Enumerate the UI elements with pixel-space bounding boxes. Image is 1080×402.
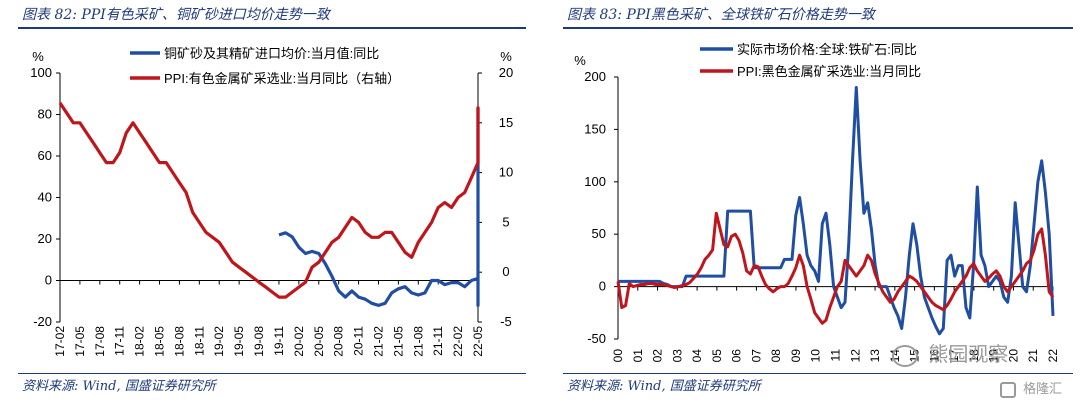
x-tick-label: 02 (651, 349, 665, 363)
x-tick-label: 17-08 (93, 326, 107, 357)
x-tick-label: 03 (670, 349, 684, 363)
y-tick-label-left: 40 (38, 190, 52, 205)
y-tick-label-left: 150 (584, 121, 606, 136)
series-line-iron-ore-price (618, 86, 1055, 336)
x-tick-label: 09 (789, 349, 803, 363)
x-tick-label: 17-02 (53, 326, 67, 357)
x-tick-label: 04 (690, 349, 704, 363)
y-tick-label-right: 10 (499, 165, 513, 180)
y-unit-right: % (500, 49, 512, 64)
x-tick-label: 05 (710, 349, 724, 363)
x-tick-label: 20-08 (332, 326, 346, 357)
x-tick-label: 19 (987, 349, 1001, 363)
x-tick-label: 20-02 (292, 326, 306, 357)
x-tick-label: 18-11 (192, 326, 206, 356)
x-tick-label: 06 (730, 349, 744, 363)
y-tick-label-left: 200 (584, 69, 606, 84)
y-tick-label-left: 100 (584, 174, 606, 189)
watermark-wechat-icon (892, 344, 918, 367)
x-tick-label: 18-02 (133, 326, 147, 357)
y-tick-label-left: 100 (30, 65, 52, 80)
watermark-text: 熊园观察 (928, 342, 1009, 366)
y-tick-label-left: 0 (599, 279, 606, 294)
x-tick-label: 20-05 (312, 326, 326, 357)
series-line-ppi-ferrous (616, 211, 1055, 325)
watermark-brand: 格隆汇 (1000, 378, 1062, 398)
y-tick-label-left: 50 (592, 226, 606, 241)
chart-left: % % -20 0 20 40 60 80 100 -5 0 5 10 15 20 17-02 17-05 17-… (30, 46, 513, 357)
source-note-right: 资料来源: Wind, 国盛证券研究所 (567, 379, 761, 394)
chart-right: % -50 0 50 100 150 200 00 01 02 03 04 05 06 07 08 09 10 11… (574, 42, 1060, 363)
x-tick-label: 00 (611, 349, 625, 363)
source-rule-left (18, 373, 526, 374)
y-tick-label-left: -20 (33, 314, 52, 329)
x-tick-label: 20-11 (352, 326, 366, 356)
x-tick-label: 10 (809, 349, 823, 363)
x-tick-label: 21-08 (411, 326, 425, 357)
x-tick-label: 22-05 (471, 326, 485, 357)
x-tick-label: 07 (749, 349, 763, 363)
source-note-left: 资料来源: Wind, 国盛证券研究所 (22, 379, 216, 394)
legend-label: PPI:有色金属矿采选业:当月同比（右轴） (164, 71, 400, 86)
x-tick-label: 19-08 (252, 326, 266, 357)
x-tick-label: 21-11 (431, 326, 445, 356)
title-rule-left (18, 27, 526, 29)
x-tick-label: 16 (927, 349, 941, 363)
x-tick-label: 19-02 (212, 326, 226, 357)
x-tick-label: 21-02 (371, 326, 385, 357)
y-tick-label-left: 80 (38, 107, 52, 122)
source-rule-right (563, 373, 1073, 374)
chart-title-right: 图表 83: PPI黑色采矿、全球铁矿石价格走势一致 (567, 7, 875, 23)
x-tick-label: 12 (848, 349, 862, 363)
x-tick-label: 21-05 (391, 326, 405, 357)
x-tick-label: 19-11 (272, 326, 286, 356)
x-tick-label: 01 (631, 349, 645, 363)
x-tick-label: 18-05 (153, 326, 167, 357)
x-tick-label: 18 (967, 349, 981, 363)
y-tick-label-left: 0 (45, 273, 52, 288)
watermark-logo: 熊园观察 (892, 338, 1008, 367)
y-tick-label-left: -50 (587, 331, 606, 346)
right-panel: 图表 83: PPI黑色采矿、全球铁矿石价格走势一致 % -50 0 50 100 150… (545, 0, 1080, 402)
y-tick-label-right: 20 (499, 65, 513, 80)
x-tick-label: 13 (868, 349, 882, 363)
x-tick-label: 22-02 (451, 326, 465, 357)
legend-label: 实际市场价格:全球:铁矿石:同比 (737, 42, 917, 57)
y-tick-label-right: 15 (499, 115, 513, 130)
y-tick-label-left: 60 (38, 148, 52, 163)
x-tick-label: 17-11 (113, 326, 127, 356)
x-tick-label: 11 (829, 349, 843, 362)
x-tick-label: 08 (769, 349, 783, 363)
x-tick-label: 22 (1046, 349, 1060, 363)
series-line-ppi-nonferrous (58, 102, 480, 299)
legend-label: PPI:黑色金属矿采选业:当月同比 (737, 64, 921, 79)
y-tick-label-right: 5 (502, 214, 509, 229)
y-tick-label-right: 0 (502, 264, 509, 279)
legend-label: 铜矿砂及其精矿进口均价:当月值:同比 (164, 46, 379, 61)
x-tick-label: 21 (1026, 349, 1040, 363)
x-tick-label: 18-08 (172, 326, 186, 357)
title-rule-right (563, 27, 1073, 29)
x-tick-label: 20 (1006, 349, 1020, 363)
chart-title-left: 图表 82: PPI有色采矿、铜矿砂进口均价走势一致 (22, 7, 330, 23)
watermark-brand-text: 格隆汇 (1023, 382, 1063, 397)
y-unit-left: % (32, 49, 44, 64)
y-tick-label-right: -5 (500, 314, 512, 329)
y-unit-left: % (574, 53, 586, 68)
x-tick-label: 19-05 (232, 326, 246, 357)
x-tick-label: 17-05 (73, 326, 87, 357)
x-tick-label: 17 (947, 349, 961, 363)
watermark-brand-icon (1000, 381, 1016, 398)
y-tick-label-left: 20 (38, 231, 52, 246)
left-panel: 图表 82: PPI有色采矿、铜矿砂进口均价走势一致 %% -20 0 20 40 60 8… (18, 7, 526, 394)
